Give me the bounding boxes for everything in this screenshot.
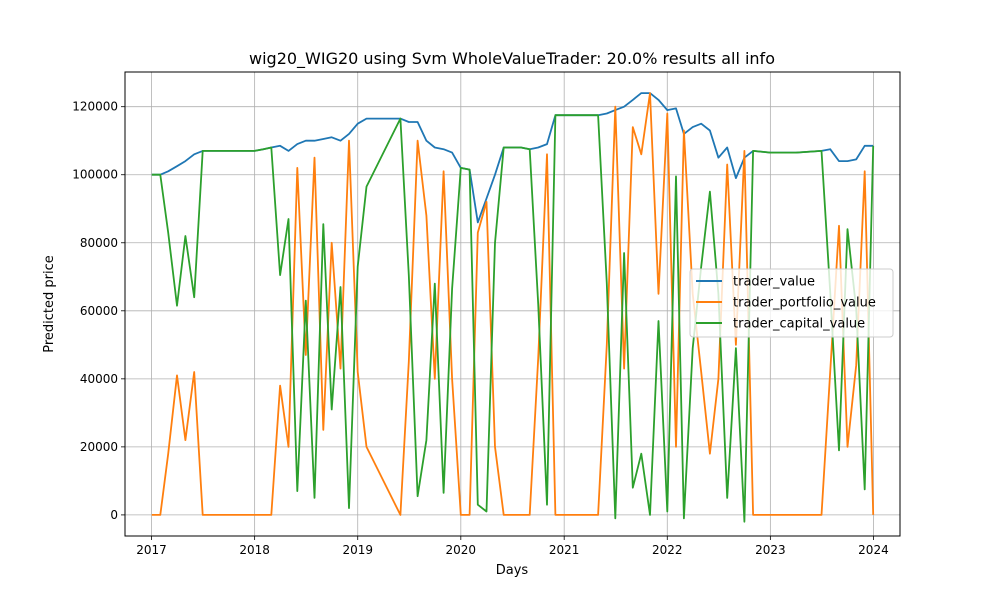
x-tick-label: 2019 [342, 543, 373, 557]
x-tick-label: 2021 [549, 543, 580, 557]
legend-label: trader_portfolio_value [733, 296, 876, 311]
y-tick-label: 0 [110, 508, 118, 522]
plot-frame [124, 71, 901, 537]
x-tick-label: 2022 [652, 543, 683, 557]
x-tick-label: 2017 [136, 543, 167, 557]
y-tick-label: 20000 [80, 440, 118, 454]
x-tick-label: 2024 [858, 543, 889, 557]
legend-label: trader_value [733, 275, 815, 290]
y-tick-label: 120000 [72, 100, 118, 114]
legend-label: trader_capital_value [733, 317, 865, 332]
x-axis: 2017 2018 2019 2020 2021 2022 2023 2024 [136, 536, 889, 557]
x-tick-label: 2020 [446, 543, 477, 557]
x-tick-label: 2018 [239, 543, 270, 557]
y-axis-label: Predicted price [42, 255, 57, 353]
y-tick-label: 80000 [80, 236, 118, 250]
x-tick-label: 2023 [755, 543, 786, 557]
y-tick-label: 100000 [72, 168, 118, 182]
legend: trader_value trader_portfolio_valuetrader… [689, 268, 894, 338]
series-line-trader-capital-value [151, 114, 875, 523]
y-tick-label: 60000 [80, 304, 118, 318]
y-tick-label: 40000 [80, 372, 118, 386]
chart-title: wig20_WIG20 using Svm WholeValueTrader: … [249, 49, 775, 69]
y-axis: 0 20000 40000 60000 80000 100000 120000 [72, 100, 125, 522]
x-axis-label: Days [496, 563, 529, 578]
legend-box [689, 268, 894, 338]
